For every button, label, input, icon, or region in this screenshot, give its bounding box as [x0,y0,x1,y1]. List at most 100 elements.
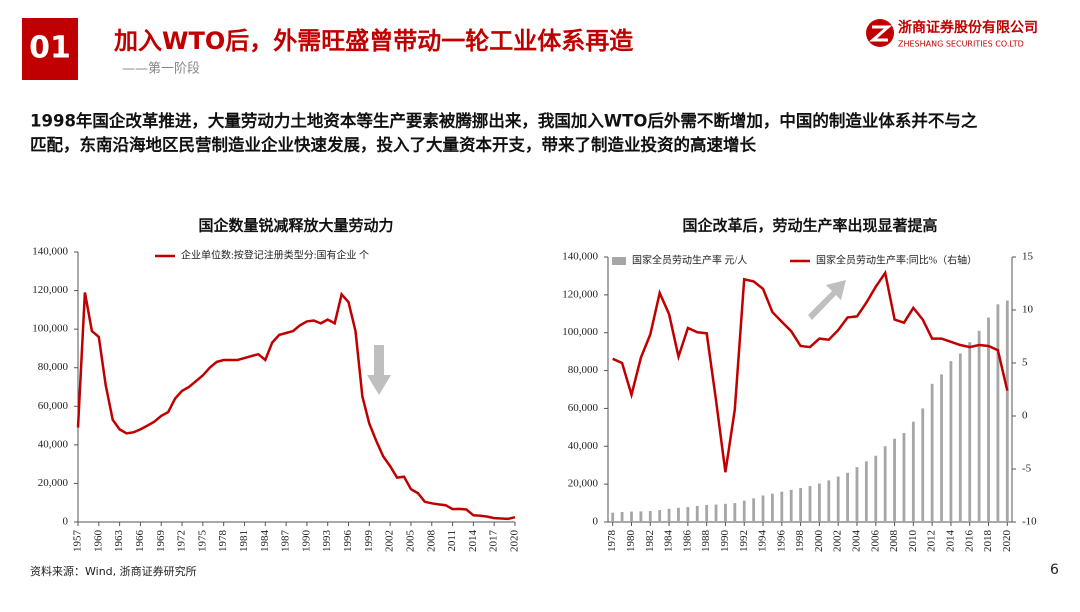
series-line [612,269,1009,473]
legend-label: 国家全员劳动生产率 元/人 [632,253,747,266]
y-tick-label: 20,000 [38,477,69,489]
y-tick-label: 0 [593,516,599,528]
bar [630,511,633,522]
bar [827,480,831,522]
chart-title: 国企改革后，劳动生产率出现显著提高 [682,217,937,235]
x-tick-label: 1969 [155,530,167,553]
y-tick-label: 0 [63,516,69,528]
bar [958,353,962,522]
bar [667,508,671,522]
x-tick-label: 1992 [738,530,750,552]
bar [977,330,981,522]
x-tick-label: 2014 [467,530,479,553]
x-tick-label: 2004 [851,530,863,553]
section-number: 01 [29,31,71,66]
x-tick-label: 1994 [757,530,769,553]
x-tick-label: 2020 [509,530,521,553]
subtitle: ——第一阶段 [122,62,200,77]
bar [949,361,953,522]
x-tick-label: 2006 [869,530,881,553]
bar [733,503,737,522]
x-tick-label: 1998 [794,530,806,553]
logo-mark [868,25,893,42]
y-tick-label: 60,000 [38,400,69,412]
bar [846,472,849,522]
bar [799,487,803,522]
y2-tick-label: 5 [1022,357,1028,369]
x-tick-label: 2005 [404,530,416,553]
source: 资料来源：Wind, 浙商证券研究所 [30,564,197,578]
x-tick-label: 2011 [446,530,458,552]
x-tick-label: 1975 [196,530,208,553]
number-box [22,18,78,80]
x-tick-label: 1993 [321,530,333,553]
x-tick-label: 1972 [176,530,188,552]
x-tick-label: 1978 [217,530,229,553]
y-tick-label: 20,000 [568,478,599,490]
x-tick-label: 1990 [300,530,312,553]
bar [639,511,643,522]
bar [817,483,821,522]
x-tick-label: 1966 [134,530,146,553]
bar [808,486,812,522]
x-tick-label: 2018 [982,530,994,553]
y2-tick-label: 10 [1022,304,1034,316]
intro-line: 匹配，东南沿海地区民营制造业企业快速发展，投入了大量资本开支，带来了制造业投资的… [30,135,757,155]
x-tick-label: 1982 [644,530,656,552]
bar [1005,300,1009,522]
bar [752,498,756,522]
bar [874,455,878,522]
x-tick-label: 2002 [384,530,396,552]
x-tick-label: 1978 [606,530,618,553]
bar [893,438,896,522]
bar [695,505,699,522]
bar [648,511,652,522]
x-tick-label: 2017 [488,530,500,553]
bar [855,467,859,522]
x-tick-label: 2010 [907,530,919,553]
x-tick-label: 1963 [113,530,125,553]
bar [968,342,972,522]
intro-line: 1998年国企改革推进，大量劳动力土地资本等生产要素被腾挪出来，我国加入WTO后… [30,111,978,131]
y2-tick-label: 15 [1022,251,1034,263]
x-tick-label: 1996 [775,530,787,553]
bar [677,507,680,522]
y-tick-label: 60,000 [568,402,599,414]
x-tick-label: 2020 [1001,529,1013,552]
x-tick-label: 1984 [663,530,675,553]
x-tick-label: 1981 [238,530,250,552]
bar [789,489,793,522]
x-tick-label: 1999 [363,530,375,553]
bar [996,304,1000,522]
bar [864,461,868,522]
x-tick-label: 1986 [681,530,693,553]
x-tick-label: 2012 [926,530,938,552]
legend-label: 国家全员劳动生产率:同比%（右轴） [816,253,977,266]
bar [658,510,662,522]
bar [742,500,746,522]
x-tick-label: 1996 [342,530,354,553]
down-arrow [367,345,391,395]
page-number: 6 [1050,562,1059,578]
bar [940,374,943,522]
y-tick-label: 140,000 [32,246,68,258]
y-tick-label: 120,000 [562,288,598,300]
x-tick-label: 1957 [72,530,84,553]
bar [724,503,727,522]
y-tick-label: 100,000 [32,323,68,335]
bar [620,511,624,522]
bar [930,383,934,522]
legend-label: 企业单位数:按登记注册类型分:国有企业 个 [181,248,369,261]
bar [987,317,990,522]
x-tick-label: 1988 [700,530,712,553]
logo-en: ZHESHANG SECURITIES CO.LTD [898,40,1024,49]
x-tick-label: 2008 [425,530,437,553]
y2-tick-label: -5 [1022,463,1032,475]
y-tick-label: 120,000 [32,284,68,296]
bar [686,507,690,522]
x-tick-label: 1960 [92,530,104,553]
y-tick-label: 80,000 [568,364,599,376]
y2-tick-label: 0 [1022,410,1028,422]
bar [705,504,709,522]
